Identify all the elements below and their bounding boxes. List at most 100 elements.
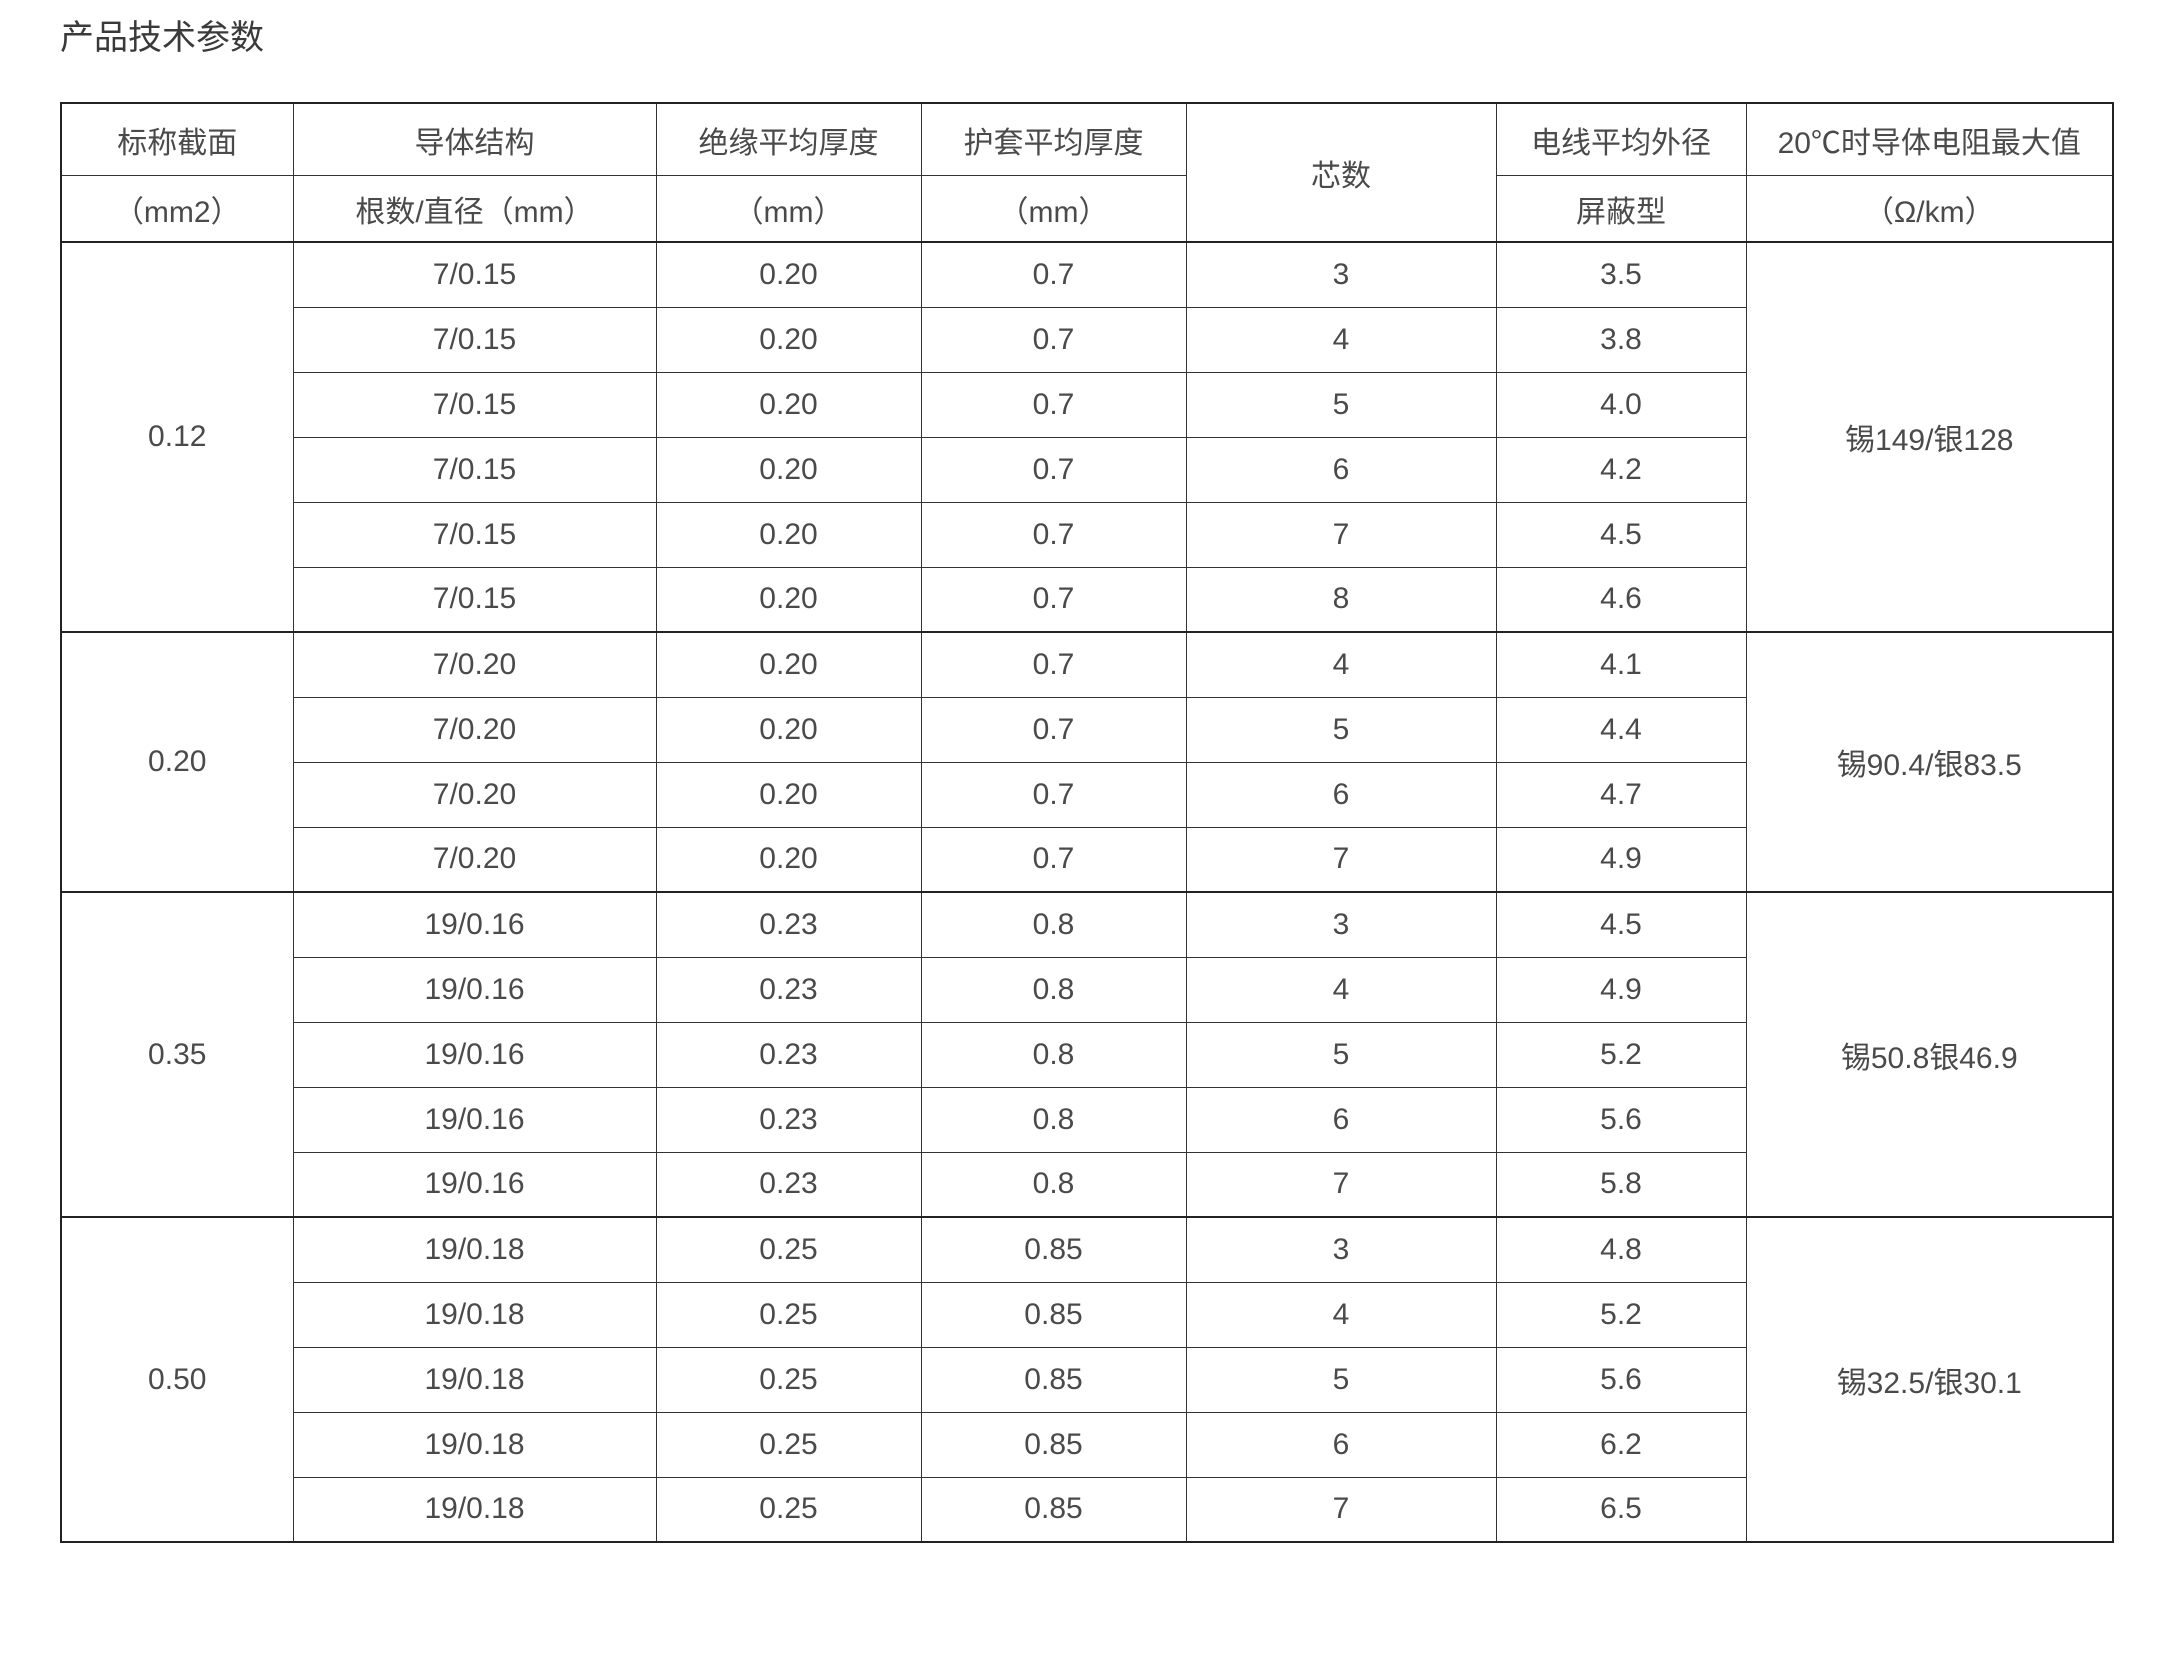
page-title: 产品技术参数 <box>60 18 264 58</box>
cell-diameter: 5.2 <box>1495 1021 1747 1088</box>
cell-conductor: 7/0.15 <box>292 501 657 568</box>
cell-insulation: 0.23 <box>655 956 922 1023</box>
header-conductor: 导体结构 <box>292 102 657 176</box>
cell-sheath: 0.85 <box>920 1411 1187 1478</box>
cell-diameter: 6.5 <box>1495 1476 1747 1543</box>
cell-diameter: 4.5 <box>1495 891 1747 958</box>
table-header: 标称截面 导体结构 绝缘平均厚度 护套平均厚度 芯数 电线平均外径 20℃时导体… <box>60 102 2114 243</box>
table-row: 19/0.16 0.23 0.8 6 5.6 <box>61 1086 2113 1153</box>
cell-conductor: 19/0.18 <box>292 1476 657 1543</box>
cell-conductor: 7/0.15 <box>292 566 657 633</box>
cell-insulation: 0.20 <box>655 696 922 763</box>
cell-section: 0.35 <box>60 891 294 1218</box>
cell-cores: 6 <box>1185 761 1497 828</box>
cell-diameter: 4.1 <box>1495 631 1747 698</box>
header-nominal-section: 标称截面 <box>60 102 294 176</box>
header-sheath: 护套平均厚度 <box>920 102 1187 176</box>
cell-diameter: 3.8 <box>1495 306 1747 373</box>
cell-diameter: 4.7 <box>1495 761 1747 828</box>
cell-sheath: 0.7 <box>920 566 1187 633</box>
cell-insulation: 0.20 <box>655 631 922 698</box>
cell-conductor: 19/0.16 <box>292 891 657 958</box>
cell-insulation: 0.25 <box>655 1216 922 1283</box>
table-body: 0.12 7/0.15 0.20 0.7 3 3.5 锡149/银128 7/0… <box>60 241 2114 1543</box>
cell-insulation: 0.23 <box>655 891 922 958</box>
cell-conductor: 19/0.16 <box>292 1151 657 1218</box>
cell-sheath: 0.8 <box>920 1021 1187 1088</box>
cell-cores: 6 <box>1185 436 1497 503</box>
cell-cores: 3 <box>1185 891 1497 958</box>
cell-sheath: 0.7 <box>920 371 1187 438</box>
cell-diameter: 4.9 <box>1495 826 1747 893</box>
cell-diameter: 4.8 <box>1495 1216 1747 1283</box>
cell-section: 0.12 <box>60 241 294 633</box>
cell-conductor: 19/0.18 <box>292 1346 657 1413</box>
table-row: 0.50 19/0.18 0.25 0.85 3 4.8 锡32.5/银30.1 <box>60 1216 2114 1543</box>
cell-diameter: 5.6 <box>1495 1346 1747 1413</box>
cell-cores: 5 <box>1185 1021 1497 1088</box>
cell-conductor: 19/0.16 <box>292 1086 657 1153</box>
cell-insulation: 0.20 <box>655 306 922 373</box>
cell-cores: 7 <box>1185 501 1497 568</box>
header-sheath-unit: （mm） <box>920 175 1187 243</box>
cell-conductor: 7/0.15 <box>292 306 657 373</box>
cell-insulation: 0.20 <box>655 371 922 438</box>
cell-resistance: 锡149/银128 <box>1745 241 2114 633</box>
table-row: 7/0.20 0.20 0.7 6 4.7 <box>61 761 2113 828</box>
cell-sheath: 0.7 <box>920 306 1187 373</box>
cell-sheath: 0.85 <box>920 1346 1187 1413</box>
product-spec-table: 标称截面 导体结构 绝缘平均厚度 护套平均厚度 芯数 电线平均外径 20℃时导体… <box>60 102 2114 1543</box>
cell-cores: 7 <box>1185 1151 1497 1218</box>
cell-diameter: 4.9 <box>1495 956 1747 1023</box>
cell-conductor: 19/0.16 <box>292 956 657 1023</box>
header-resistance-unit: （Ω/km） <box>1745 175 2114 243</box>
table-row: 0.20 7/0.20 0.20 0.7 4 4.1 锡90.4/银83.5 <box>60 631 2114 893</box>
header-conductor-unit: 根数/直径（mm） <box>292 175 657 243</box>
cell-insulation: 0.20 <box>655 566 922 633</box>
table-row: 19/0.16 0.23 0.8 4 4.9 <box>61 956 2113 1023</box>
cell-cores: 3 <box>1185 241 1497 308</box>
cell-insulation: 0.20 <box>655 241 922 308</box>
cell-section: 0.50 <box>60 1216 294 1543</box>
cell-resistance: 锡90.4/银83.5 <box>1745 631 2114 893</box>
cell-cores: 7 <box>1185 826 1497 893</box>
cell-conductor: 7/0.20 <box>292 631 657 698</box>
cell-diameter: 5.6 <box>1495 1086 1747 1153</box>
header-resistance: 20℃时导体电阻最大值 <box>1745 102 2114 176</box>
cell-diameter: 5.8 <box>1495 1151 1747 1218</box>
cell-sheath: 0.8 <box>920 891 1187 958</box>
cell-diameter: 4.6 <box>1495 566 1747 633</box>
header-nominal-section-unit: （mm2） <box>60 175 294 243</box>
cell-conductor: 7/0.15 <box>292 371 657 438</box>
cell-insulation: 0.23 <box>655 1086 922 1153</box>
cell-conductor: 7/0.15 <box>292 436 657 503</box>
cell-diameter: 5.2 <box>1495 1281 1747 1348</box>
table-row: 7/0.15 0.20 0.7 7 4.5 <box>61 501 2113 568</box>
page: 产品技术参数 标称截面 导体结构 绝缘平均厚度 护套平均厚度 芯数 电线平均外径… <box>60 18 2114 1543</box>
cell-insulation: 0.20 <box>655 501 922 568</box>
cell-cores: 7 <box>1185 1476 1497 1543</box>
cell-insulation: 0.23 <box>655 1151 922 1218</box>
cell-insulation: 0.23 <box>655 1021 922 1088</box>
cell-insulation: 0.20 <box>655 436 922 503</box>
cell-sheath: 0.85 <box>920 1281 1187 1348</box>
cell-sheath: 0.7 <box>920 241 1187 308</box>
cell-diameter: 4.2 <box>1495 436 1747 503</box>
cell-cores: 4 <box>1185 306 1497 373</box>
cell-cores: 5 <box>1185 696 1497 763</box>
cell-insulation: 0.20 <box>655 826 922 893</box>
cell-cores: 4 <box>1185 1281 1497 1348</box>
cell-diameter: 4.0 <box>1495 371 1747 438</box>
cell-diameter: 4.4 <box>1495 696 1747 763</box>
cell-conductor: 19/0.16 <box>292 1021 657 1088</box>
cell-sheath: 0.8 <box>920 1086 1187 1153</box>
cell-conductor: 19/0.18 <box>292 1411 657 1478</box>
table-row: 7/0.15 0.20 0.7 6 4.2 <box>61 436 2113 503</box>
cell-sheath: 0.8 <box>920 1151 1187 1218</box>
cell-sheath: 0.7 <box>920 761 1187 828</box>
cell-sheath: 0.8 <box>920 956 1187 1023</box>
cell-sheath: 0.85 <box>920 1476 1187 1543</box>
table-row: 19/0.18 0.25 0.85 5 5.6 <box>61 1346 2113 1413</box>
header-cores: 芯数 <box>1185 102 1497 243</box>
cell-insulation: 0.25 <box>655 1476 922 1543</box>
